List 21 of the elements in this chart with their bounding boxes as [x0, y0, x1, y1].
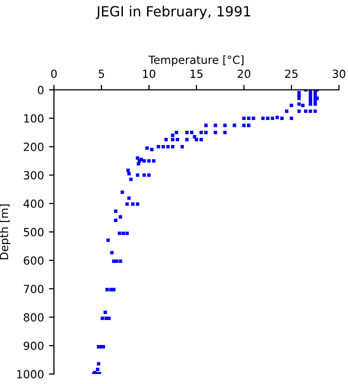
y-tick-label: 900 [24, 342, 44, 350]
y-tick-label: 0 [38, 86, 44, 94]
x-tick-label: 30 [332, 70, 346, 78]
chart-title: JEGI in February, 1991 [96, 6, 250, 20]
y-tick-label: 1000 [17, 370, 44, 378]
y-tick-label: 400 [24, 199, 44, 208]
y-tick-label: 200 [24, 142, 44, 152]
y-tick-label: 300 [24, 171, 44, 180]
x-tick-label: 15 [190, 70, 203, 78]
x-tick-label: 5 [98, 70, 104, 78]
x-axis-title: Temperature [°C] [148, 55, 244, 66]
x-tick-label: 10 [143, 70, 156, 78]
x-tick-label: 25 [285, 70, 298, 78]
y-tick-label: 500 [24, 228, 44, 236]
x-tick-label: 20 [238, 70, 250, 78]
y-axis-title: Depth [m] [0, 204, 10, 260]
y-tick-label: 100 [24, 114, 44, 123]
x-tick-label: 0 [51, 70, 57, 78]
y-tick-label: 700 [24, 284, 44, 294]
y-tick-label: 800 [24, 313, 44, 322]
y-tick-label: 600 [24, 256, 44, 265]
